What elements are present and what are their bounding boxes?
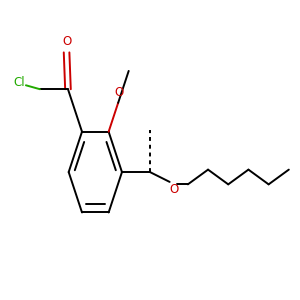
Text: Cl: Cl <box>14 76 25 89</box>
Text: O: O <box>114 85 123 98</box>
Text: O: O <box>62 35 71 48</box>
Text: O: O <box>169 183 178 196</box>
